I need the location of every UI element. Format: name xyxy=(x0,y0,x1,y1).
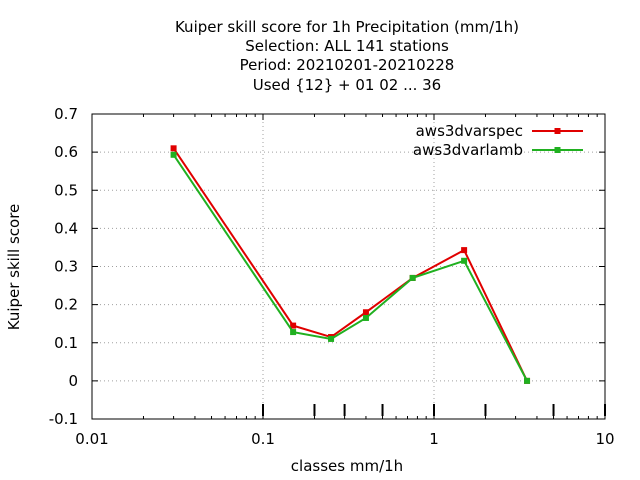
data-point xyxy=(290,329,297,336)
data-point xyxy=(328,335,335,342)
x-axis-label: classes mm/1h xyxy=(291,457,403,475)
series-line-aws3dvarlamb xyxy=(172,154,528,382)
title-line-2: Selection: ALL 141 stations xyxy=(245,37,449,55)
title-line-3: Period: 20210201-20210228 xyxy=(240,56,455,74)
series-aws3dvarspec xyxy=(170,145,531,384)
data-point xyxy=(524,377,531,384)
x-tick-label: 10 xyxy=(595,430,614,448)
y-axis-label: Kuiper skill score xyxy=(5,204,23,331)
series-line-aws3dvarspec xyxy=(172,147,528,382)
legend-swatch-marker xyxy=(554,128,561,134)
data-point xyxy=(170,145,177,152)
y-tick-label: 0.5 xyxy=(54,181,78,199)
data-point xyxy=(362,309,369,316)
x-tick-label: 0.01 xyxy=(75,430,108,448)
y-tick-label: 0.4 xyxy=(54,219,78,237)
plot-frame xyxy=(91,113,606,420)
series-layer xyxy=(170,145,531,384)
legend-label: aws3dvarspec xyxy=(416,122,523,140)
y-tick-label: 0.6 xyxy=(54,143,78,161)
data-point xyxy=(409,274,416,281)
series-aws3dvarlamb xyxy=(170,151,531,384)
x-tick-label: 1 xyxy=(429,430,439,448)
data-point xyxy=(170,151,177,158)
data-point xyxy=(461,257,468,264)
legend-label: aws3dvarlamb xyxy=(413,141,523,159)
title-line-4: Used {12} + 01 02 ... 36 xyxy=(253,76,441,94)
x-tick-label: 0.1 xyxy=(251,430,275,448)
title-line-1: Kuiper skill score for 1h Precipitation … xyxy=(175,18,519,36)
data-point xyxy=(290,322,297,329)
legend-swatch-marker xyxy=(554,147,561,153)
y-tick-label: 0.7 xyxy=(54,105,78,123)
y-tick-label: 0 xyxy=(68,372,78,390)
data-point xyxy=(461,247,468,254)
y-tick-label: 0.1 xyxy=(54,334,78,352)
chart-title: Kuiper skill score for 1h Precipitation … xyxy=(175,18,519,94)
grid xyxy=(92,114,605,419)
y-tick-label: -0.1 xyxy=(49,410,78,428)
y-tick-label: 0.3 xyxy=(54,258,78,276)
tick-labels: -0.1 0 0.1 0.2 0.3 0.4 0.5 0.6 0.7 0.01 0.1 1 10 xyxy=(49,105,615,448)
data-point xyxy=(362,314,369,321)
y-tick-label: 0.2 xyxy=(54,296,78,314)
